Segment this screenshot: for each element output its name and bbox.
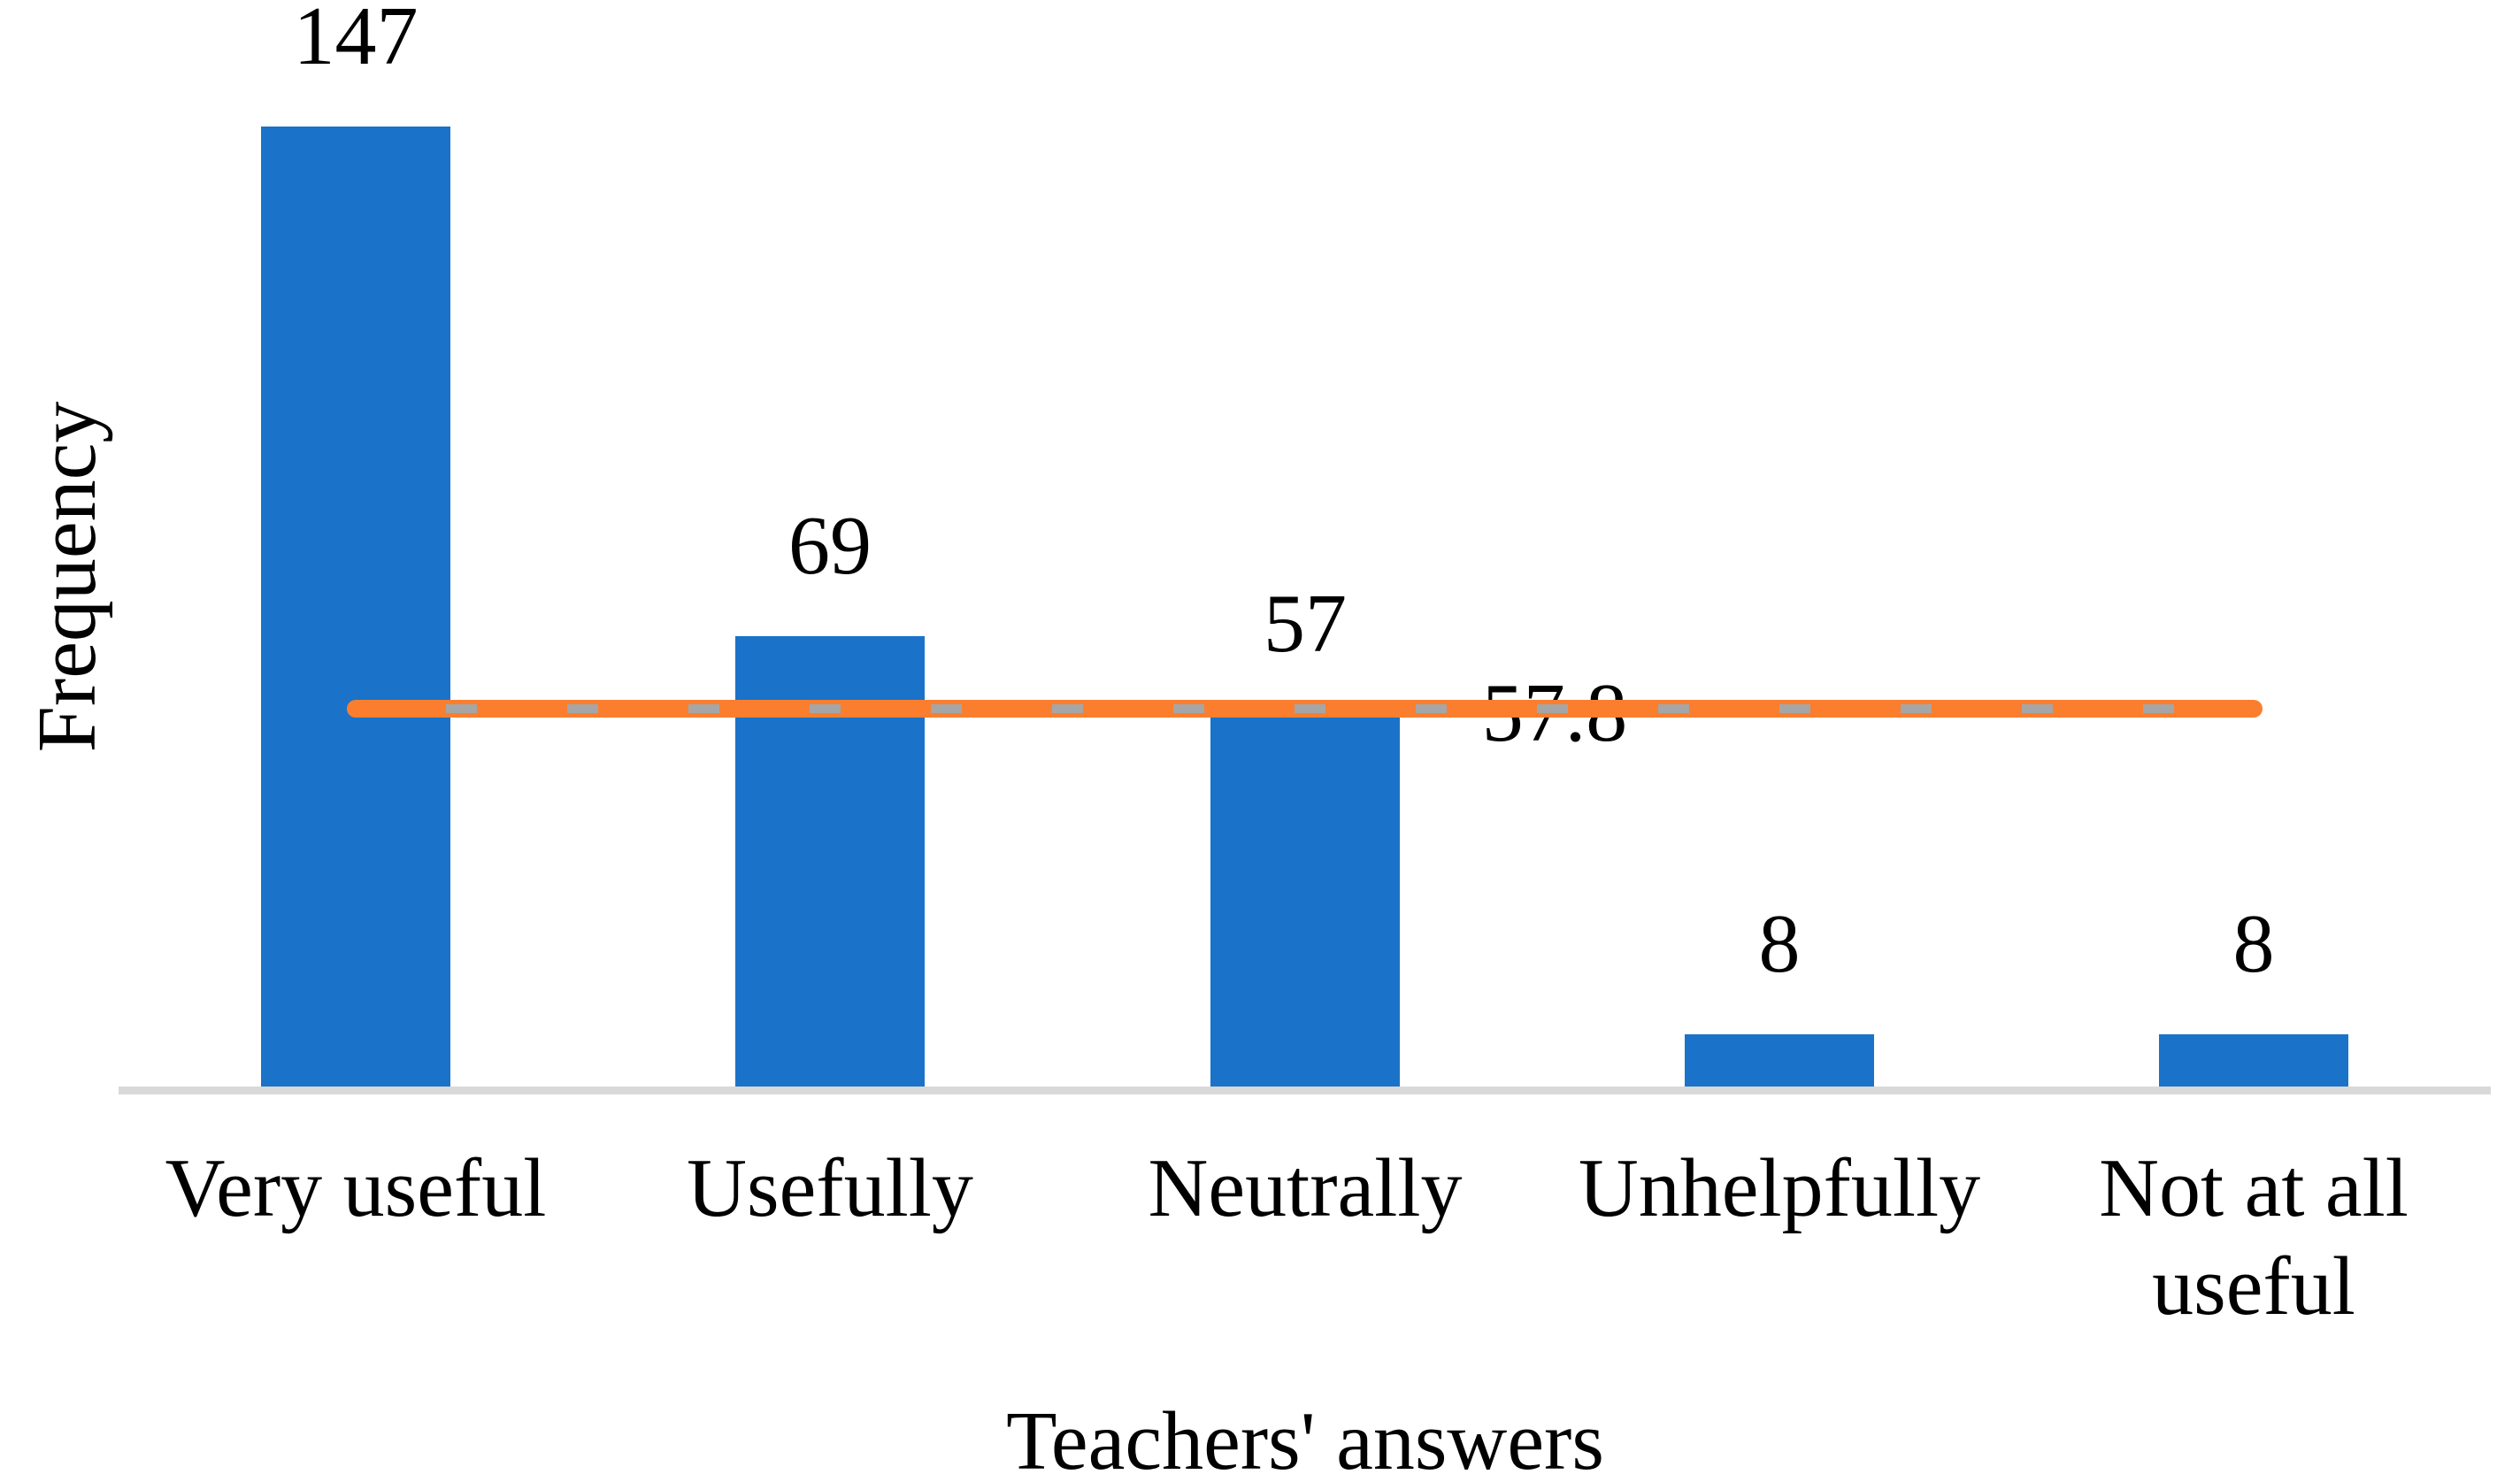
x-axis-title: Teachers' answers: [1006, 1395, 1604, 1482]
bar: [1685, 1034, 1874, 1087]
bar-value-label: 147: [293, 0, 419, 82]
x-axis-line: [119, 1087, 2491, 1094]
category-label: Very useful: [165, 1142, 547, 1234]
bar-value-label: 8: [2232, 898, 2275, 990]
bar: [2159, 1034, 2348, 1087]
average-line-dashes: [356, 704, 2254, 713]
category-label: Neutrally: [1148, 1142, 1463, 1234]
category-label: Unhelpfully: [1578, 1142, 1981, 1234]
bar-value-label: 57: [1264, 578, 1347, 670]
bar: [261, 127, 450, 1087]
bar-value-label: 69: [788, 500, 872, 592]
category-label: Usefully: [687, 1142, 973, 1234]
category-label: Not at all useful: [2099, 1142, 2409, 1332]
y-axis-title: Frequency: [21, 401, 113, 753]
bar: [1210, 714, 1400, 1087]
bar-value-label: 8: [1758, 898, 1801, 990]
